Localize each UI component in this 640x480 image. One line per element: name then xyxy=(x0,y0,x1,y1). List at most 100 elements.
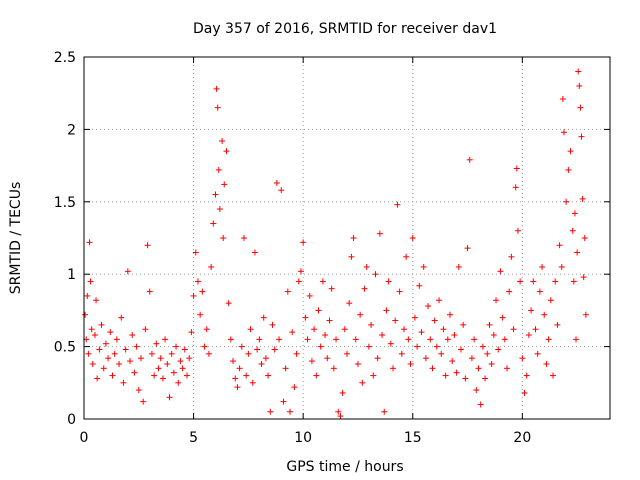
data-point xyxy=(436,297,443,304)
data-point xyxy=(317,343,324,350)
data-point xyxy=(243,372,250,379)
data-point xyxy=(563,198,570,205)
data-point xyxy=(335,408,342,415)
data-point xyxy=(271,346,278,353)
data-point xyxy=(225,300,232,307)
data-point xyxy=(262,355,269,362)
data-point xyxy=(582,311,589,318)
data-point xyxy=(519,355,526,362)
data-point xyxy=(269,321,276,328)
data-point xyxy=(539,263,546,270)
data-point xyxy=(381,408,388,415)
data-point xyxy=(284,288,291,295)
data-point xyxy=(133,343,140,350)
data-point xyxy=(129,332,136,339)
data-point xyxy=(409,235,416,241)
data-point xyxy=(449,358,456,365)
data-point xyxy=(333,336,340,343)
data-point xyxy=(512,184,519,191)
y-tick-label: 2.5 xyxy=(54,50,76,66)
data-point xyxy=(216,206,223,213)
data-point xyxy=(479,343,486,350)
data-point xyxy=(219,137,226,144)
data-point xyxy=(514,227,521,234)
data-point xyxy=(313,372,320,379)
data-point xyxy=(357,311,364,318)
data-point xyxy=(85,350,92,357)
data-point xyxy=(570,278,577,285)
data-point xyxy=(93,297,100,304)
data-point xyxy=(148,350,155,357)
data-point xyxy=(453,369,460,376)
x-tick-label: 20 xyxy=(513,430,531,446)
data-point xyxy=(490,332,497,339)
data-point xyxy=(370,372,377,379)
y-tick-label: 2 xyxy=(67,122,76,138)
data-point xyxy=(276,336,283,343)
data-point xyxy=(501,336,508,343)
data-point xyxy=(471,336,478,343)
data-point xyxy=(556,242,563,249)
data-point xyxy=(565,166,572,173)
data-point xyxy=(137,355,144,362)
data-point xyxy=(324,355,331,362)
data-point xyxy=(162,336,169,343)
data-point xyxy=(361,285,368,292)
data-point xyxy=(319,278,326,285)
y-axis-label: SRMTID / TECUs xyxy=(8,182,24,295)
data-point xyxy=(142,326,149,333)
data-point xyxy=(197,311,204,318)
data-point xyxy=(265,372,272,379)
data-point xyxy=(495,346,502,353)
data-point xyxy=(86,239,93,246)
data-point xyxy=(460,321,467,328)
x-axis-label: GPS time / hours xyxy=(286,459,403,475)
data-point xyxy=(576,82,583,89)
data-point xyxy=(190,292,197,299)
data-point xyxy=(418,329,425,336)
data-point xyxy=(354,360,361,367)
data-point xyxy=(359,379,366,386)
data-point xyxy=(251,249,258,256)
data-point xyxy=(87,278,94,285)
data-point xyxy=(486,321,493,328)
data-point xyxy=(420,263,427,270)
data-point xyxy=(328,285,335,292)
data-point xyxy=(214,104,221,111)
data-point xyxy=(293,350,300,357)
data-point xyxy=(348,253,355,260)
data-point xyxy=(484,350,491,357)
data-point xyxy=(166,394,173,401)
data-point xyxy=(208,263,215,270)
data-point xyxy=(462,375,469,382)
data-point xyxy=(238,343,245,350)
data-point xyxy=(379,332,386,339)
data-point xyxy=(552,278,559,285)
data-point xyxy=(392,317,399,324)
data-point xyxy=(326,317,333,324)
data-point xyxy=(482,375,489,382)
data-point xyxy=(144,242,151,249)
data-point xyxy=(559,95,566,102)
y-tick-label: 1.5 xyxy=(54,195,76,211)
data-point xyxy=(427,336,434,343)
data-point xyxy=(400,326,407,333)
data-point xyxy=(311,326,318,333)
data-point xyxy=(155,365,162,372)
data-point xyxy=(499,314,506,321)
data-point xyxy=(374,355,381,362)
data-point xyxy=(111,350,118,357)
data-point xyxy=(575,68,582,75)
data-point xyxy=(295,278,302,285)
data-point xyxy=(267,408,274,415)
x-tick-label: 5 xyxy=(189,430,198,446)
data-point xyxy=(513,165,520,172)
data-point xyxy=(124,268,131,275)
data-point xyxy=(256,336,263,343)
data-point xyxy=(577,104,584,111)
data-point xyxy=(297,268,304,275)
data-point xyxy=(227,336,234,343)
data-point xyxy=(173,343,180,350)
data-point xyxy=(213,85,220,92)
data-point xyxy=(503,365,510,372)
